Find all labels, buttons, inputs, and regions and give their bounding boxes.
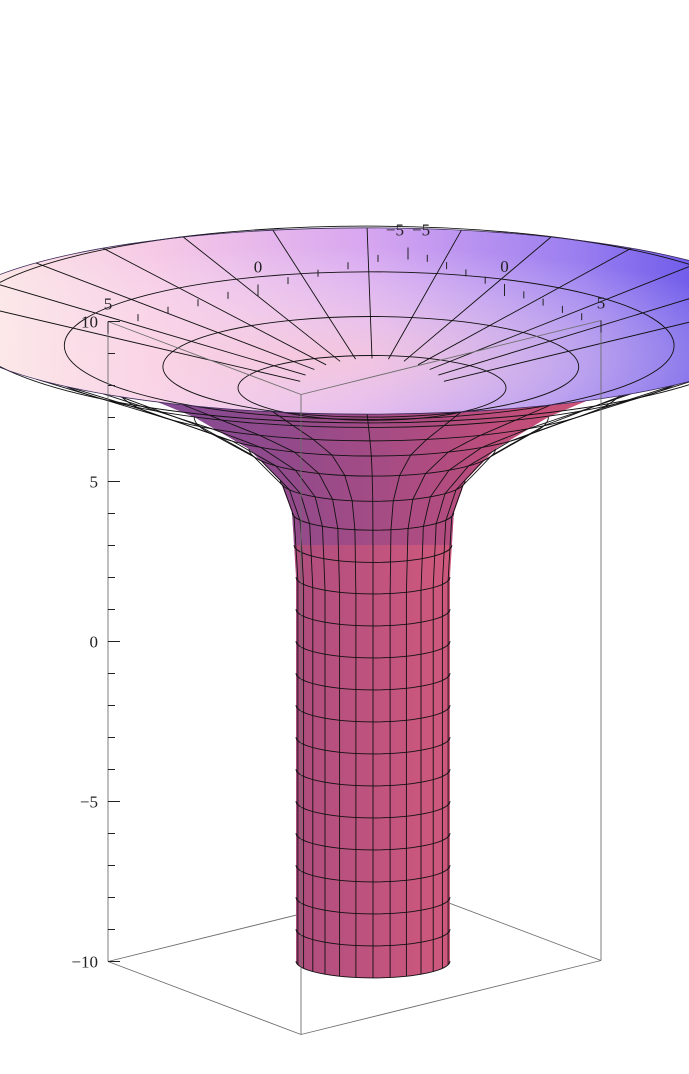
mesh-inner-meridian [183,236,341,362]
mesh-inner-meridian [443,321,689,382]
box-edge-bottom-front-left [107,961,302,1035]
box-edge-bottom-front-right [300,960,602,1035]
x-tick-label: −5 [412,221,430,240]
mesh-meridian [441,380,689,969]
z-tick-label: −5 [80,793,98,812]
mesh-inner-meridian [403,236,552,362]
mesh-inner-meridian [438,298,689,376]
z-tick-label: 0 [90,633,99,652]
z-tick-label: −10 [71,953,98,972]
mesh-meridian [405,404,552,977]
y-tick-label: −5 [386,221,404,240]
axis-tick-labels: −10 −5 0 5 10 −5 0 5 −5 0 5 [71,221,605,972]
mesh-inner-meridian [417,247,632,366]
funnel-surface [0,225,689,979]
mesh-meridian [102,393,326,975]
x-tick-label: 0 [500,257,509,276]
mesh-inner-meridian [272,229,356,360]
y-tick-label: 5 [104,295,113,314]
mesh-inner-meridian [35,262,315,370]
mesh-meridian [389,411,462,978]
z-tick-label: 5 [90,473,99,492]
mesh-meridian [366,414,374,978]
box-edge-top-front-left [107,321,302,395]
mesh-meridian [432,381,689,972]
mesh-meridian [272,411,357,978]
mesh-meridian [420,393,632,975]
mesh-meridian [183,404,341,977]
surface-outer-body [0,341,689,978]
surface-flare-body [0,341,689,545]
surface-interior-highlight [0,227,689,415]
mesh-meridian [35,378,314,972]
mesh-inner-ring [0,225,689,424]
axis-ticks [107,247,602,962]
mesh-meridian [0,365,305,969]
mesh-inner-meridian [388,229,462,360]
y-tick-label: 0 [254,258,263,277]
mesh-inner-meridian [102,247,327,366]
surface-rim [0,227,689,415]
mesh-inner-meridian [0,284,306,376]
z-tick-label: 10 [81,313,98,332]
x-tick-label: 5 [597,294,606,313]
mesh-meridian [447,372,689,965]
box-edge-top-front-right [300,320,602,395]
mesh-inner-meridian [0,310,301,382]
mesh-inner-meridian [366,227,373,359]
